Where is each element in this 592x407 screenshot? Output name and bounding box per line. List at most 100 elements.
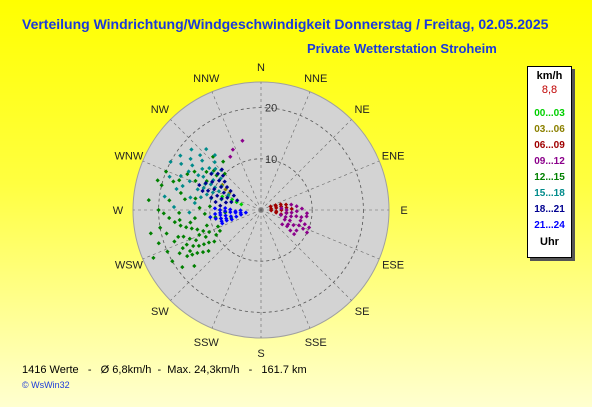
wind-point — [228, 210, 233, 215]
wind-point — [212, 152, 218, 158]
wind-point — [215, 224, 221, 229]
wind-point — [304, 230, 310, 235]
wind-point — [223, 213, 228, 218]
wind-point — [168, 159, 173, 165]
wind-point — [184, 242, 189, 247]
wind-point — [191, 243, 196, 249]
wind-point — [195, 187, 200, 192]
wind-point — [280, 222, 285, 227]
wind-point — [239, 202, 244, 207]
wind-point — [296, 223, 302, 228]
wind-point — [200, 250, 206, 255]
wind-point — [184, 225, 189, 230]
wind-point — [273, 203, 278, 208]
wind-point — [164, 231, 169, 236]
legend-entry: 12...15 — [534, 172, 565, 183]
wind-point — [158, 225, 163, 230]
wind-point — [215, 193, 220, 198]
wind-point — [274, 210, 279, 215]
legend-average: 8,8 — [541, 84, 558, 96]
wind-point — [178, 223, 183, 228]
wind-point — [159, 183, 164, 188]
wind-point — [213, 216, 218, 221]
direction-label-ESE: ESE — [382, 260, 404, 272]
wind-point — [288, 228, 293, 233]
legend-unit: km/h — [536, 70, 563, 82]
wind-point — [156, 241, 161, 246]
wind-point — [204, 223, 209, 228]
wind-point — [187, 179, 192, 184]
wind-point — [230, 147, 235, 152]
wind-point — [167, 198, 172, 203]
wind-point — [209, 195, 214, 200]
wind-point — [217, 228, 223, 234]
wind-point — [218, 210, 223, 215]
wind-point — [294, 214, 299, 219]
wind-point — [196, 243, 202, 248]
wind-point — [238, 208, 243, 213]
wind-point — [146, 198, 151, 203]
direction-label-NNW: NNW — [193, 73, 220, 85]
wind-point — [188, 195, 193, 200]
wind-point — [187, 210, 192, 215]
wind-point — [189, 147, 194, 152]
wind-point — [302, 222, 307, 227]
wind-point — [223, 209, 228, 214]
wind-point — [204, 169, 209, 174]
wind-point — [203, 234, 208, 240]
wind-point — [289, 202, 294, 207]
chart-title: Verteilung Windrichtung/Windgeschwindigk… — [22, 16, 549, 32]
wind-point — [294, 228, 299, 233]
wind-point — [207, 165, 212, 171]
software-credit: © WsWin32 — [22, 380, 70, 390]
wind-point — [216, 189, 222, 194]
wind-point — [171, 179, 176, 184]
wind-point — [209, 171, 214, 177]
wind-point — [197, 182, 202, 188]
direction-label-NNE: NNE — [304, 73, 327, 85]
legend-entry: 06...09 — [534, 140, 565, 151]
wind-point — [190, 163, 195, 168]
wind-point — [192, 215, 198, 221]
wind-point — [206, 240, 212, 245]
wind-point — [212, 206, 218, 211]
wind-point — [217, 207, 223, 213]
wind-point — [172, 219, 177, 225]
direction-labels: 10 20 N NNE NE ENE E ESE SE SSE S SSW SW WSW W WNW NW NNW — [113, 62, 408, 360]
wind-point — [202, 211, 207, 217]
legend-entry: 09...12 — [534, 156, 565, 167]
wind-point — [201, 228, 206, 234]
wind-point — [208, 215, 213, 220]
wind-point — [201, 174, 206, 179]
direction-label-ENE: ENE — [382, 150, 405, 162]
wind-point — [180, 246, 185, 251]
wind-point — [181, 234, 186, 239]
wind-point — [228, 154, 233, 159]
wind-point — [177, 178, 182, 183]
wind-point — [192, 169, 197, 174]
direction-label-NW: NW — [151, 104, 170, 116]
wind-point — [216, 178, 222, 183]
wind-point — [200, 158, 205, 163]
wind-point — [192, 263, 197, 269]
legend-entry: 00...03 — [534, 108, 565, 119]
direction-label-NE: NE — [354, 104, 369, 116]
wind-point — [188, 220, 193, 225]
wind-point — [210, 190, 216, 195]
wind-point — [193, 178, 198, 183]
wind-point — [243, 210, 248, 215]
legend-footer: Uhr — [540, 236, 559, 248]
chart-subtitle: Private Wetterstation Stroheim — [307, 41, 497, 56]
wind-point — [148, 231, 153, 236]
wind-point — [212, 187, 217, 192]
wind-point — [177, 217, 182, 223]
wind-point — [224, 218, 229, 223]
wind-point — [223, 200, 229, 205]
wind-point — [204, 192, 209, 197]
wind-point — [193, 196, 198, 201]
wind-point — [171, 204, 177, 210]
wind-point — [269, 206, 274, 212]
wind-point — [155, 178, 160, 183]
wind-point — [213, 166, 218, 172]
